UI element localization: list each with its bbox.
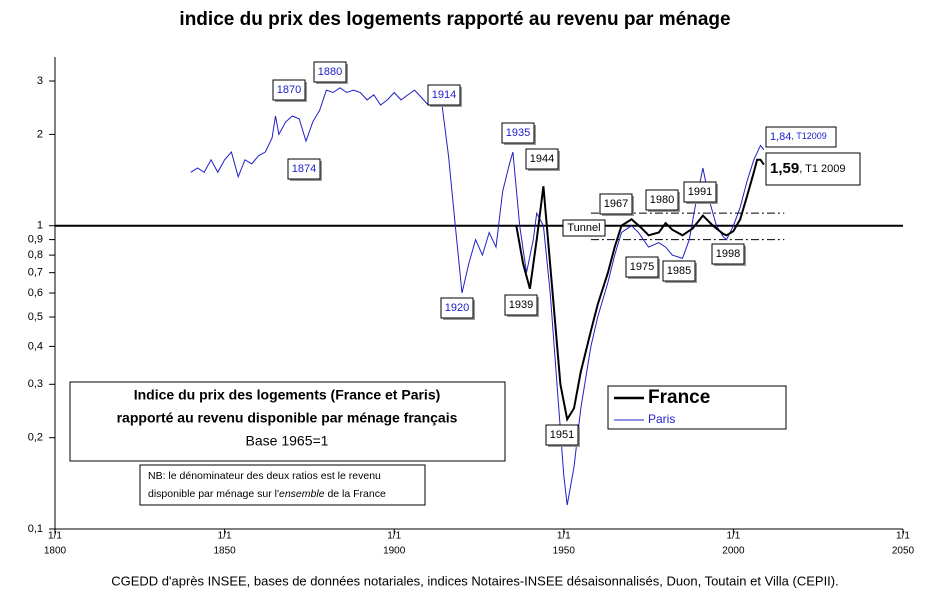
- note-part: de la France: [325, 488, 386, 500]
- info-line: Base 1965=1: [246, 433, 329, 449]
- annotation-box: [440, 297, 474, 319]
- last-label-period: , T1 2009: [799, 163, 845, 175]
- last-label-period: , T12009: [791, 131, 826, 141]
- note-part: disponible par ménage sur l': [148, 488, 279, 500]
- x-tick-label: 1950: [553, 546, 576, 557]
- y-tick-label: 0,5: [28, 311, 43, 323]
- note-box: [139, 464, 426, 506]
- note-part: ensemble: [279, 488, 325, 500]
- series-line: [190, 87, 765, 506]
- legend-label: France: [648, 387, 710, 408]
- annotation-box: [313, 61, 347, 83]
- tunnel-box: [562, 219, 606, 237]
- y-tick-label: 1: [37, 220, 43, 232]
- y-tick-label: 0,4: [28, 340, 43, 352]
- annotation: 1914: [432, 89, 456, 101]
- y-tick-label: 0,8: [28, 249, 43, 261]
- annotation: 1985: [667, 265, 691, 277]
- legend-items: France Paris: [614, 387, 710, 426]
- tunnel-label: Tunnel: [567, 222, 600, 234]
- annotation-box: [504, 294, 538, 316]
- annotation-box: [545, 424, 579, 446]
- annotation-box: [662, 260, 696, 282]
- y-tick-label: 2: [37, 128, 43, 140]
- annotation: 1944: [530, 153, 554, 165]
- x-tick-label: 1800: [44, 546, 67, 557]
- last-label-box: [765, 126, 837, 148]
- y-tick-label: 0,6: [28, 287, 43, 299]
- chart-title: indice du prix des logements rapporté au…: [179, 9, 730, 30]
- x-tick-prefix: 1/1: [48, 531, 62, 542]
- annotation: 1991: [688, 186, 712, 198]
- annotation: 1967: [604, 198, 628, 210]
- x-tick-prefix: 1/1: [557, 531, 571, 542]
- annotation-box: [525, 148, 559, 170]
- y-tick-label: 0,9: [28, 234, 43, 246]
- annotation-box: [599, 193, 633, 215]
- annotation-box: [287, 158, 321, 180]
- x-tick-label: 2000: [722, 546, 745, 557]
- last-label-box: [765, 152, 861, 186]
- last-label: 1,84, T12009: [770, 131, 827, 143]
- note-line: NB: le dénominateur des deux ratios est …: [148, 470, 381, 482]
- x-tick-prefix: 1/1: [896, 531, 910, 542]
- note-line: disponible par ménage sur l'ensemble de …: [148, 488, 386, 500]
- last-label: 1,59, T1 2009: [770, 160, 845, 177]
- annotation: 1920: [445, 302, 469, 314]
- annotation: 1975: [630, 261, 654, 273]
- last-label-value: 1,84: [770, 131, 791, 143]
- x-tick-label: 2050: [892, 546, 915, 557]
- y-tick-label: 3: [37, 75, 43, 87]
- annotation: 1980: [650, 194, 674, 206]
- annotation-box: [501, 122, 535, 144]
- x-tick-label: 1850: [213, 546, 236, 557]
- annotation-box: [711, 243, 745, 265]
- last-label-value: 1,59: [770, 160, 799, 177]
- annotation-box: [645, 189, 679, 211]
- info-line: Indice du prix des logements (France et …: [134, 387, 441, 403]
- series-line: [515, 158, 765, 423]
- annotation-box: [427, 84, 461, 106]
- x-tick-label: 1900: [383, 546, 406, 557]
- annotation: 1951: [550, 429, 574, 441]
- annotation: 1939: [509, 299, 533, 311]
- annotation: 1935: [506, 127, 530, 139]
- source: CGEDD d'après INSEE, bases de données no…: [111, 573, 838, 588]
- annotation: 1998: [716, 248, 740, 260]
- legend-label: Paris: [648, 412, 675, 426]
- info-box: [69, 381, 506, 462]
- x-tick-prefix: 1/1: [387, 531, 401, 542]
- legend: [607, 385, 787, 430]
- annotation-box: [683, 181, 717, 203]
- annotation: 1874: [292, 163, 316, 175]
- y-tick-label: 0,3: [28, 378, 43, 390]
- annotation-box: [272, 79, 306, 101]
- x-tick-prefix: 1/1: [726, 531, 740, 542]
- annotation-box: [625, 256, 659, 278]
- y-tick-label: 0,7: [28, 267, 43, 279]
- y-tick-label: 0,2: [28, 432, 43, 444]
- annotation: 1870: [277, 84, 301, 96]
- plot: 0,1 0,2 0,3 0,4 0,5 0,6 0,7 0,8 0,9 1 2 3 1/1 1800 1/1…: [28, 61, 915, 557]
- annotation: 1880: [318, 66, 342, 78]
- info-line: rapporté au revenu disponible par ménage…: [117, 410, 458, 426]
- y-tick-label: 0,1: [28, 523, 43, 535]
- x-tick-prefix: 1/1: [218, 531, 232, 542]
